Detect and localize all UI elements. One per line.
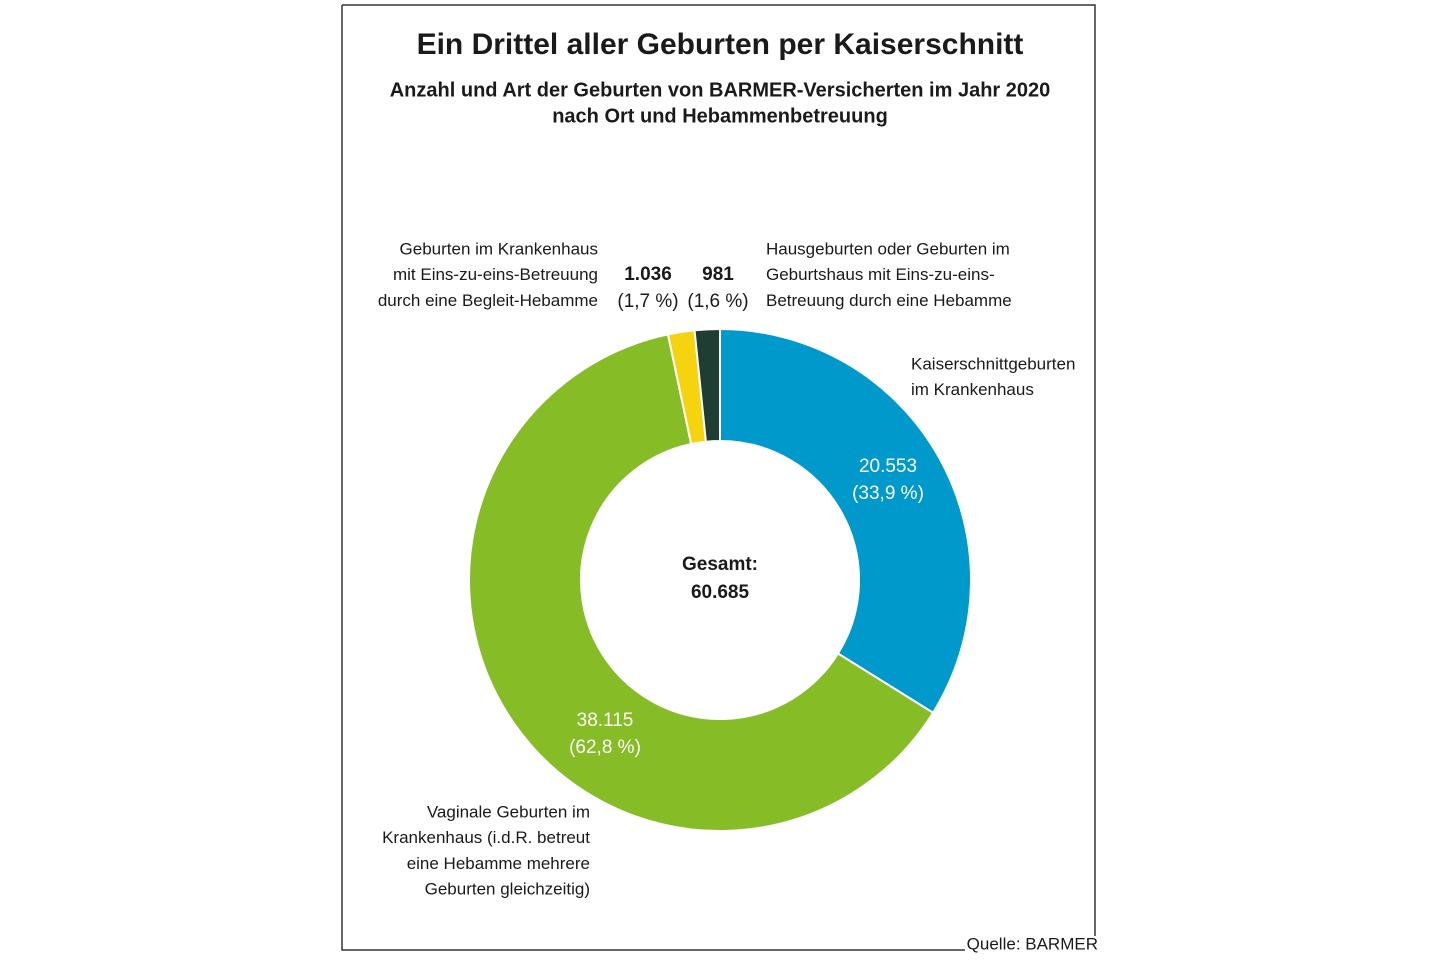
category-label: mit Eins-zu-eins-Betreuung <box>393 265 598 284</box>
chart-title: Ein Drittel aller Geburten per Kaisersch… <box>417 28 1024 61</box>
value-label: 981 <box>702 264 734 285</box>
source-bg <box>965 936 1105 956</box>
category-label: Betreuung durch eine Hebamme <box>766 291 1012 310</box>
total-value: 60.685 <box>691 582 750 603</box>
donut-segment <box>719 327 972 715</box>
percent-label: (1,7 %) <box>617 291 678 312</box>
donut-segment <box>468 333 935 832</box>
value-label: 20.553 <box>859 456 917 477</box>
donut-segment <box>693 327 721 443</box>
total-label: Gesamt: <box>682 554 758 575</box>
subtitle: Anzahl und Art der Geburten von BARMER-V… <box>390 79 1051 101</box>
category-label: Geburten gleichzeitig) <box>425 880 590 899</box>
value-label: 1.036 <box>624 264 672 285</box>
value-label: 38.115 <box>577 710 634 731</box>
percent-label: (62,8 %) <box>569 737 641 758</box>
category-label: durch eine Begleit-Hebamme <box>378 291 598 310</box>
category-label: Geburten im Krankenhaus <box>400 239 598 258</box>
subtitle: nach Ort und Hebammenbetreuung <box>552 105 888 127</box>
source: Quelle: BARMER <box>967 934 1098 953</box>
category-label: Geburtshaus mit Eins-zu-eins- <box>766 265 995 284</box>
percent-label: (1,6 %) <box>687 291 748 312</box>
category-label: Hausgeburten oder Geburten im <box>766 239 1010 258</box>
percent-label: (33,9 %) <box>852 483 924 504</box>
category-label: im Krankenhaus <box>911 380 1034 399</box>
category-label: Kaiserschnittgeburten <box>911 354 1075 373</box>
category-label: Vaginale Geburten im <box>427 802 590 821</box>
category-label: Krankenhaus (i.d.R. betreut <box>382 828 590 847</box>
category-label: eine Hebamme mehrere <box>407 854 590 873</box>
